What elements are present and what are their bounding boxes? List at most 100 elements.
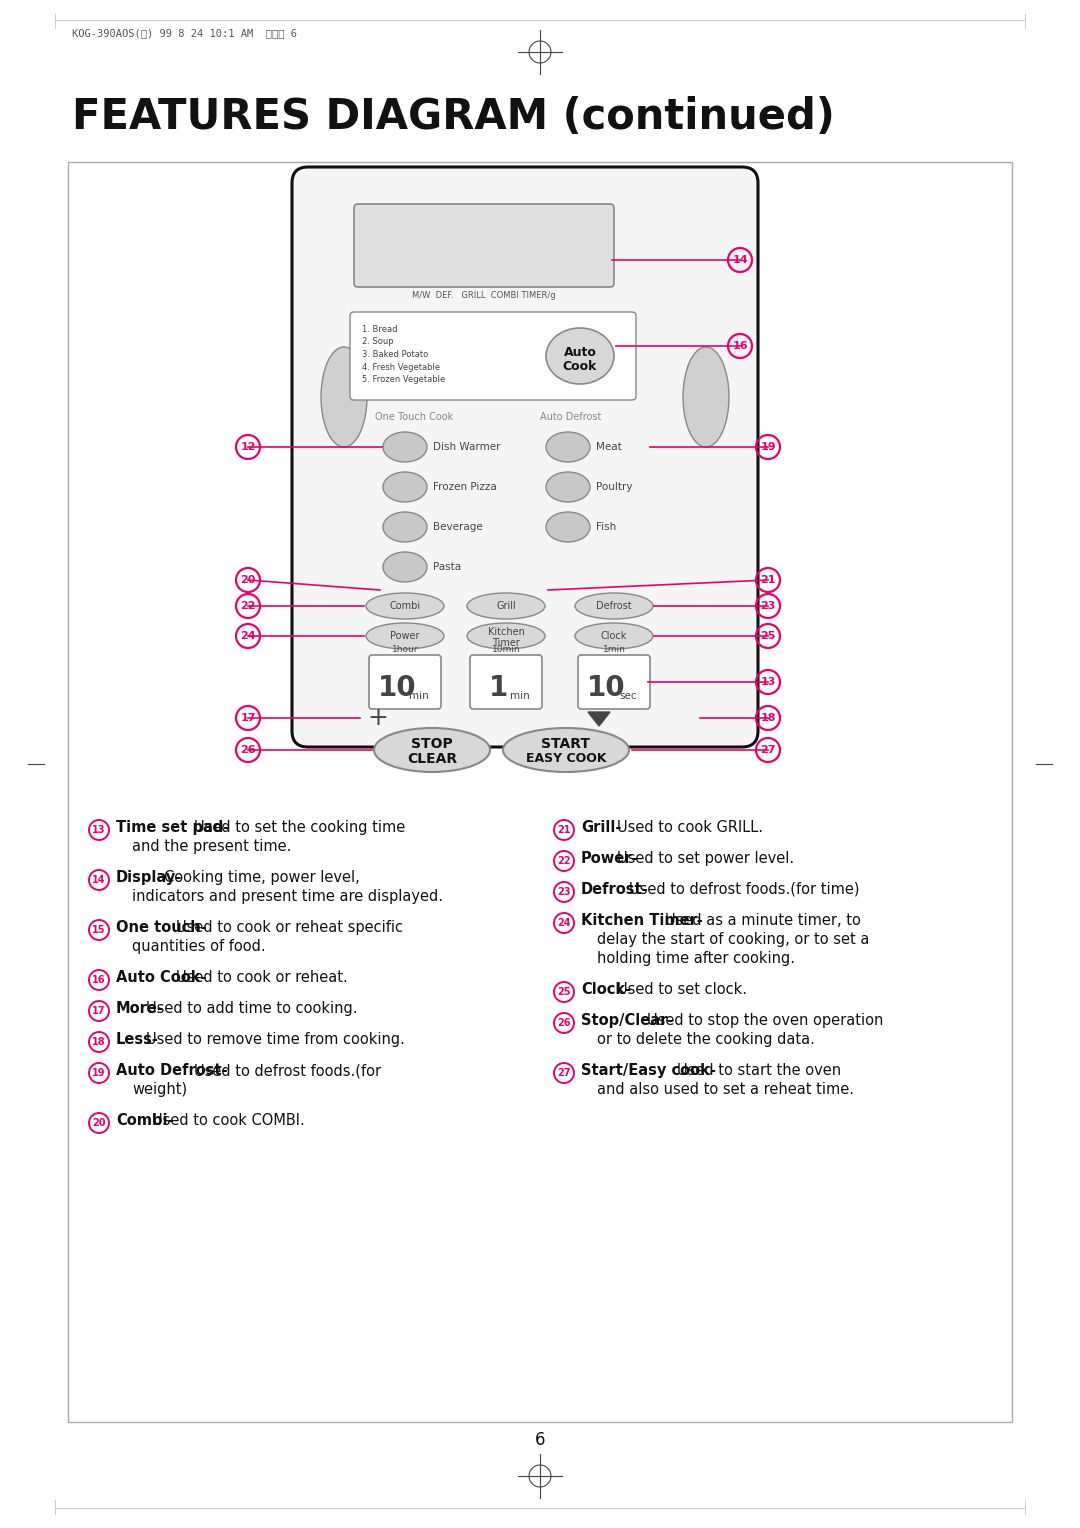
Text: 21: 21 bbox=[557, 825, 570, 834]
Text: STOP: STOP bbox=[411, 736, 453, 750]
Text: Used to cook COMBI.: Used to cook COMBI. bbox=[152, 1112, 305, 1128]
Text: Power: Power bbox=[390, 631, 420, 642]
Ellipse shape bbox=[546, 512, 590, 542]
FancyBboxPatch shape bbox=[354, 205, 615, 287]
Text: 10: 10 bbox=[586, 674, 625, 701]
Text: 16: 16 bbox=[92, 975, 106, 986]
Text: 22: 22 bbox=[240, 601, 256, 611]
Text: Auto: Auto bbox=[564, 345, 596, 359]
Text: Frozen Pizza: Frozen Pizza bbox=[433, 481, 497, 492]
Text: min: min bbox=[409, 691, 429, 701]
Text: Poultry: Poultry bbox=[596, 481, 633, 492]
Text: KOG-390AOS(영) 99 8 24 10:1 AM  페이지 6: KOG-390AOS(영) 99 8 24 10:1 AM 페이지 6 bbox=[72, 28, 297, 38]
Text: M/W  DEF.   GRILL  COMBI TIMER/g: M/W DEF. GRILL COMBI TIMER/g bbox=[413, 290, 556, 299]
Ellipse shape bbox=[575, 623, 653, 649]
Ellipse shape bbox=[383, 552, 427, 582]
Text: 16: 16 bbox=[732, 341, 747, 351]
Text: Time set pad-: Time set pad- bbox=[116, 821, 229, 834]
Text: Kitchen: Kitchen bbox=[487, 626, 525, 637]
Text: 14: 14 bbox=[732, 255, 747, 264]
Text: Defrost-: Defrost- bbox=[581, 882, 649, 897]
Ellipse shape bbox=[546, 432, 590, 461]
Text: Meat: Meat bbox=[596, 442, 622, 452]
Text: 1. Bread: 1. Bread bbox=[362, 325, 397, 335]
Text: Used to cook or reheat.: Used to cook or reheat. bbox=[176, 970, 348, 986]
Text: 24: 24 bbox=[557, 918, 570, 927]
Text: Power-: Power- bbox=[581, 851, 638, 866]
Text: Used to remove time from cooking.: Used to remove time from cooking. bbox=[146, 1031, 405, 1047]
Ellipse shape bbox=[546, 329, 615, 384]
Text: Used as a minute timer, to: Used as a minute timer, to bbox=[665, 914, 861, 927]
Text: 17: 17 bbox=[92, 1005, 106, 1016]
Text: Used to set power level.: Used to set power level. bbox=[617, 851, 794, 866]
Text: Combi: Combi bbox=[390, 601, 420, 611]
Text: 26: 26 bbox=[240, 746, 256, 755]
FancyBboxPatch shape bbox=[350, 312, 636, 400]
Text: Used to stop the oven operation: Used to stop the oven operation bbox=[647, 1013, 883, 1028]
Text: 20: 20 bbox=[92, 1118, 106, 1128]
Text: Grill-: Grill- bbox=[581, 821, 621, 834]
Text: 1: 1 bbox=[488, 674, 508, 701]
Text: Auto Defrost: Auto Defrost bbox=[540, 413, 602, 422]
Text: 21: 21 bbox=[760, 575, 775, 585]
Text: Used to start the oven: Used to start the oven bbox=[677, 1063, 841, 1077]
Text: One touch-: One touch- bbox=[116, 920, 206, 935]
Ellipse shape bbox=[467, 593, 545, 619]
Text: 15: 15 bbox=[92, 924, 106, 935]
Text: Fish: Fish bbox=[596, 523, 617, 532]
Ellipse shape bbox=[546, 472, 590, 503]
Text: 14: 14 bbox=[92, 876, 106, 885]
Text: +: + bbox=[367, 706, 389, 730]
Text: Used to set clock.: Used to set clock. bbox=[617, 983, 747, 996]
Text: Pasta: Pasta bbox=[433, 562, 461, 571]
Text: Used to set the cooking time: Used to set the cooking time bbox=[194, 821, 405, 834]
Text: FEATURES DIAGRAM (continued): FEATURES DIAGRAM (continued) bbox=[72, 96, 835, 138]
Text: Stop/Clear-: Stop/Clear- bbox=[581, 1013, 673, 1028]
FancyBboxPatch shape bbox=[578, 656, 650, 709]
Text: Used to defrost foods.(for time): Used to defrost foods.(for time) bbox=[629, 882, 860, 897]
Ellipse shape bbox=[366, 623, 444, 649]
Text: 25: 25 bbox=[557, 987, 570, 996]
Text: 10min: 10min bbox=[491, 645, 521, 654]
Text: 27: 27 bbox=[557, 1068, 570, 1077]
Ellipse shape bbox=[383, 432, 427, 461]
Ellipse shape bbox=[683, 347, 729, 448]
Text: Used to defrost foods.(for: Used to defrost foods.(for bbox=[194, 1063, 381, 1077]
Text: More-: More- bbox=[116, 1001, 164, 1016]
Text: 18: 18 bbox=[92, 1038, 106, 1047]
Text: indicators and present time are displayed.: indicators and present time are displaye… bbox=[132, 889, 443, 905]
Text: Start/Easy cook-: Start/Easy cook- bbox=[581, 1063, 716, 1077]
Text: 23: 23 bbox=[557, 886, 570, 897]
Text: 20: 20 bbox=[241, 575, 256, 585]
Text: Grill: Grill bbox=[496, 601, 516, 611]
Text: 19: 19 bbox=[760, 442, 775, 452]
Text: 12: 12 bbox=[240, 442, 256, 452]
FancyBboxPatch shape bbox=[369, 656, 441, 709]
Text: One Touch Cook: One Touch Cook bbox=[375, 413, 454, 422]
Text: or to delete the cooking data.: or to delete the cooking data. bbox=[597, 1031, 815, 1047]
Text: 25: 25 bbox=[760, 631, 775, 642]
Text: Cook: Cook bbox=[563, 361, 597, 373]
Polygon shape bbox=[588, 712, 610, 726]
Text: 22: 22 bbox=[557, 856, 570, 866]
Text: delay the start of cooking, or to set a: delay the start of cooking, or to set a bbox=[597, 932, 869, 947]
Text: Used to add time to cooking.: Used to add time to cooking. bbox=[146, 1001, 357, 1016]
Text: min: min bbox=[510, 691, 530, 701]
Text: 3. Baked Potato: 3. Baked Potato bbox=[362, 350, 429, 359]
Text: 5. Frozen Vegetable: 5. Frozen Vegetable bbox=[362, 374, 445, 384]
Text: 1hour: 1hour bbox=[392, 645, 418, 654]
Text: Cooking time, power level,: Cooking time, power level, bbox=[164, 869, 360, 885]
Text: and the present time.: and the present time. bbox=[132, 839, 292, 854]
Ellipse shape bbox=[374, 727, 490, 772]
Text: Clock: Clock bbox=[600, 631, 627, 642]
Text: 18: 18 bbox=[760, 714, 775, 723]
Text: 10: 10 bbox=[378, 674, 416, 701]
Text: holding time after cooking.: holding time after cooking. bbox=[597, 950, 795, 966]
Text: Clock-: Clock- bbox=[581, 983, 631, 996]
FancyBboxPatch shape bbox=[470, 656, 542, 709]
Text: 13: 13 bbox=[92, 825, 106, 834]
Text: 24: 24 bbox=[240, 631, 256, 642]
Text: 13: 13 bbox=[760, 677, 775, 688]
Text: weight): weight) bbox=[132, 1082, 187, 1097]
Text: EASY COOK: EASY COOK bbox=[526, 752, 606, 766]
